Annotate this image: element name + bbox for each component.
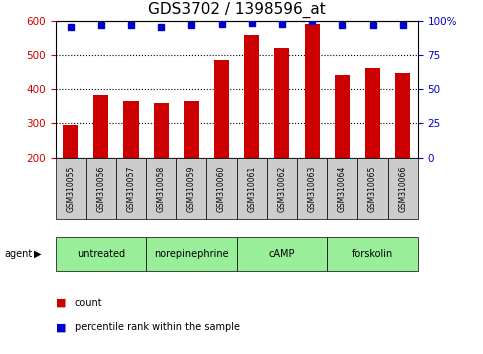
Text: GSM310064: GSM310064	[338, 165, 347, 212]
Text: GSM310057: GSM310057	[127, 165, 136, 212]
Text: norepinephrine: norepinephrine	[154, 249, 229, 259]
Bar	[146, 237, 237, 271]
Bar	[184, 101, 199, 158]
Text: GSM310059: GSM310059	[187, 165, 196, 212]
Bar	[395, 73, 410, 158]
Bar	[63, 125, 78, 158]
Title: GDS3702 / 1398596_at: GDS3702 / 1398596_at	[148, 2, 326, 18]
Text: ▶: ▶	[34, 249, 42, 259]
Text: ■: ■	[56, 322, 66, 332]
Text: GSM310063: GSM310063	[308, 165, 317, 212]
Bar	[56, 237, 146, 271]
Text: percentile rank within the sample: percentile rank within the sample	[75, 322, 240, 332]
Bar	[327, 237, 418, 271]
Bar	[244, 35, 259, 158]
Bar	[237, 237, 327, 271]
Text: GSM310062: GSM310062	[277, 165, 286, 212]
Bar	[267, 158, 297, 219]
Bar	[357, 158, 388, 219]
Bar	[116, 158, 146, 219]
Bar	[214, 60, 229, 158]
Text: agent: agent	[5, 249, 33, 259]
Bar	[335, 75, 350, 158]
Bar	[207, 158, 237, 219]
Text: forskolin: forskolin	[352, 249, 393, 259]
Text: GSM310058: GSM310058	[156, 165, 166, 212]
Bar	[365, 68, 380, 158]
Bar	[56, 158, 86, 219]
Text: GSM310061: GSM310061	[247, 165, 256, 212]
Bar	[388, 158, 418, 219]
Bar	[274, 48, 289, 158]
Text: GSM310065: GSM310065	[368, 165, 377, 212]
Text: GSM310056: GSM310056	[96, 165, 105, 212]
Bar	[93, 95, 108, 158]
Bar	[154, 103, 169, 158]
Text: GSM310060: GSM310060	[217, 165, 226, 212]
Text: count: count	[75, 298, 102, 308]
Bar	[305, 24, 320, 158]
Bar	[176, 158, 207, 219]
Bar	[86, 158, 116, 219]
Text: ■: ■	[56, 298, 66, 308]
Bar	[237, 158, 267, 219]
Bar	[146, 158, 176, 219]
Text: untreated: untreated	[77, 249, 125, 259]
Bar	[297, 158, 327, 219]
Text: GSM310066: GSM310066	[398, 165, 407, 212]
Text: cAMP: cAMP	[269, 249, 295, 259]
Text: GSM310055: GSM310055	[66, 165, 75, 212]
Bar	[124, 101, 139, 158]
Bar	[327, 158, 357, 219]
